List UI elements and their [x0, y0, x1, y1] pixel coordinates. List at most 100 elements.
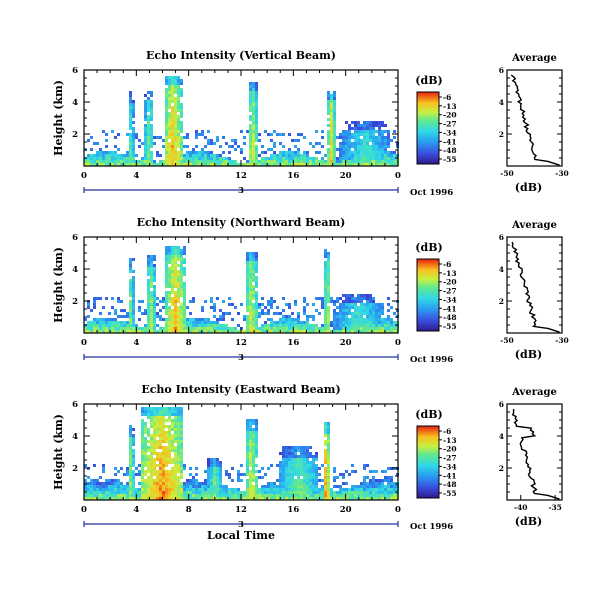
heatmap-cell — [153, 437, 156, 440]
heatmap-cell — [378, 330, 381, 333]
heatmap-cell — [144, 145, 147, 148]
heatmap-cell — [168, 279, 171, 282]
heatmap-cell — [279, 154, 282, 157]
heatmap-cell — [132, 497, 135, 500]
heatmap-cell — [255, 258, 258, 261]
heatmap-cell — [87, 482, 90, 485]
heatmap-cell — [168, 97, 171, 100]
heatmap-cell — [210, 488, 213, 491]
heatmap-cell — [147, 97, 150, 100]
heatmap-cell — [180, 115, 183, 118]
heatmap-cell — [390, 151, 393, 154]
heatmap-cell — [339, 318, 342, 321]
heatmap-cell — [129, 449, 132, 452]
heatmap-cell — [84, 485, 87, 488]
heatmap-cell — [168, 127, 171, 130]
heatmap-cell — [276, 163, 279, 166]
heatmap-cell — [120, 300, 123, 303]
heatmap-cell — [147, 291, 150, 294]
heatmap-cell — [294, 470, 297, 473]
heatmap-cell — [324, 473, 327, 476]
heatmap-cell — [297, 449, 300, 452]
heatmap-cell — [171, 279, 174, 282]
heatmap-cell — [249, 434, 252, 437]
heatmap-cell — [132, 309, 135, 312]
heatmap-cell — [150, 276, 153, 279]
heatmap-cell — [216, 476, 219, 479]
heatmap-cell — [165, 267, 168, 270]
heatmap-cell — [141, 407, 144, 410]
heatmap-cell — [180, 157, 183, 160]
heatmap-cell — [345, 139, 348, 142]
heatmap-cell — [369, 133, 372, 136]
heatmap-cell — [159, 458, 162, 461]
colorbar-tick-label: -6 — [443, 260, 451, 269]
heatmap-cell — [375, 494, 378, 497]
heatmap-cell — [246, 255, 249, 258]
heatmap-cell — [252, 491, 255, 494]
heatmap-cell — [132, 452, 135, 455]
heatmap-cell — [348, 160, 351, 163]
heatmap-cell — [300, 488, 303, 491]
heatmap-cell — [129, 425, 132, 428]
heatmap-cell — [324, 297, 327, 300]
heatmap-cell — [174, 300, 177, 303]
heatmap-cell — [378, 306, 381, 309]
heatmap-cell — [153, 312, 156, 315]
heatmap-cell — [207, 464, 210, 467]
heatmap-cell — [207, 485, 210, 488]
heatmap-cell — [252, 157, 255, 160]
heatmap-cell — [216, 136, 219, 139]
heatmap-cell — [246, 449, 249, 452]
heatmap-cell — [267, 467, 270, 470]
heatmap-cell — [273, 324, 276, 327]
heatmap-cell — [192, 318, 195, 321]
heatmap-cell — [210, 494, 213, 497]
heatmap-cell — [303, 160, 306, 163]
heatmap-cell — [171, 151, 174, 154]
heatmap-cell — [246, 160, 249, 163]
heatmap-cell — [129, 267, 132, 270]
heatmap-cell — [282, 488, 285, 491]
heatmap-cell — [381, 151, 384, 154]
heatmap-cell — [171, 303, 174, 306]
heatmap-cell — [333, 491, 336, 494]
heatmap-cell — [156, 407, 159, 410]
heatmap-cell — [186, 306, 189, 309]
heatmap-cell — [333, 321, 336, 324]
heatmap-cell — [339, 154, 342, 157]
heatmap-cell — [189, 473, 192, 476]
heatmap-cell — [165, 431, 168, 434]
heatmap-cell — [183, 145, 186, 148]
heatmap-cell — [183, 464, 186, 467]
heatmap-cell — [222, 315, 225, 318]
heatmap-cell — [180, 446, 183, 449]
heatmap-cell — [354, 154, 357, 157]
heatmap-cell — [189, 485, 192, 488]
heatmap-cell — [291, 485, 294, 488]
heatmap-cell — [282, 494, 285, 497]
heatmap-cell — [144, 431, 147, 434]
heatmap-cell — [384, 327, 387, 330]
heatmap-cell — [147, 330, 150, 333]
heatmap-cell — [165, 491, 168, 494]
heatmap-cell — [138, 160, 141, 163]
heatmap-cell — [99, 312, 102, 315]
heatmap-cell — [360, 139, 363, 142]
heatmap-cell — [252, 440, 255, 443]
heatmap-cell — [378, 151, 381, 154]
heatmap-cell — [141, 312, 144, 315]
profile-y-tick-label: 4 — [499, 432, 504, 441]
heatmap-cell — [141, 163, 144, 166]
heatmap-cell — [342, 491, 345, 494]
heatmap-cell — [180, 148, 183, 151]
heatmap-cell — [324, 434, 327, 437]
heatmap-cell — [255, 324, 258, 327]
heatmap-cell — [393, 482, 396, 485]
heatmap-cell — [177, 294, 180, 297]
heatmap-cell — [381, 470, 384, 473]
heatmap-cell — [351, 321, 354, 324]
heatmap-cell — [144, 139, 147, 142]
heatmap-cell — [291, 494, 294, 497]
heatmap-cell — [342, 294, 345, 297]
